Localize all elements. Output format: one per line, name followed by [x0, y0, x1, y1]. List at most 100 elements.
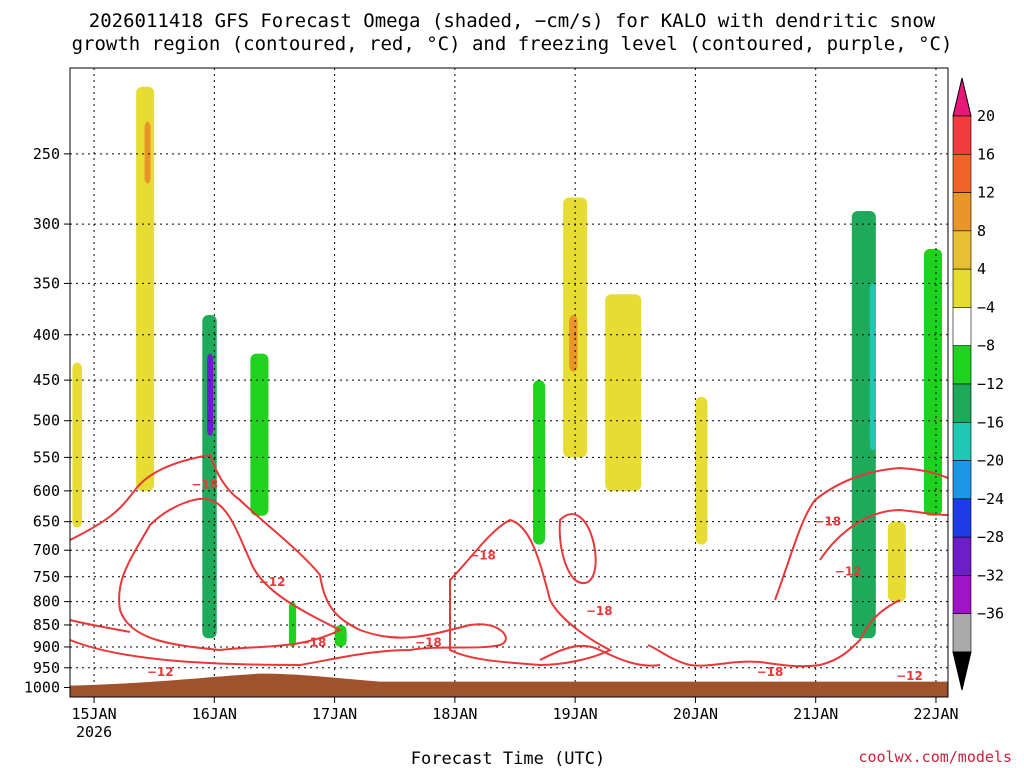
xtick-label-17JAN: 17JAN [312, 705, 357, 723]
colorbar-box-11 [952, 536, 972, 576]
colorbar-label-4: 4 [977, 260, 986, 278]
colorbar-box-6 [952, 345, 972, 385]
colorbar-box-10 [952, 498, 972, 538]
ytick-label-650: 650 [33, 513, 60, 531]
dgz-contour-5 [819, 508, 949, 561]
dgz-contour-1 [118, 497, 343, 652]
contour-layer: −18 −12 −18 −18 −12 −18 −18 −18 −18 −12 −12 [69, 453, 949, 683]
contour-label-0: −18 [191, 477, 218, 491]
ytick-label-700: 700 [33, 541, 60, 559]
colorbar-box-3 [952, 230, 972, 270]
omega-shading-layer [72, 86, 942, 647]
ytick-label-1000: 1000 [24, 678, 60, 696]
xtick-label-20JAN: 20JAN [673, 705, 718, 723]
contour-label-8: −18 [814, 515, 841, 529]
ytick-label-850: 850 [33, 616, 60, 634]
colorbar-box-5 [952, 307, 972, 347]
ytick-label-500: 500 [33, 412, 60, 430]
colorbar-label-2: 12 [977, 184, 995, 202]
colorbar-label-13: −36 [977, 605, 1004, 623]
plot-background [70, 68, 948, 697]
xtick-label-18JAN: 18JAN [432, 705, 477, 723]
chart-title-line-2: growth region (contoured, red, °C) and f… [71, 33, 953, 55]
omega-region-16 [923, 248, 942, 516]
colorbar-box-7 [952, 383, 972, 423]
dgz-contour-7 [69, 619, 131, 633]
dgz-contour-6 [647, 599, 901, 668]
colorbar-box-9 [952, 460, 972, 500]
colorbar-bottom-triangle [952, 651, 972, 691]
ytick-label-550: 550 [33, 448, 60, 466]
colorbar-box-4 [952, 268, 972, 308]
colorbar-box-0 [952, 115, 972, 155]
xtick-label-22JAN: 22JAN [913, 705, 958, 723]
dgz-contour-0 [69, 453, 507, 667]
omega-region-6 [288, 601, 297, 647]
colorbar-label-3: 8 [977, 222, 986, 240]
ytick-label-600: 600 [33, 482, 60, 500]
contour-label-7: −18 [757, 665, 784, 679]
colorbar-label-0: 20 [977, 107, 995, 125]
contour-label-5: −18 [469, 549, 496, 563]
xtick-label-19JAN: 19JAN [553, 705, 598, 723]
contour-label-10: −12 [896, 669, 923, 683]
ytick-label-900: 900 [33, 638, 60, 656]
ytick-label-300: 300 [33, 215, 60, 233]
omega-region-4 [207, 353, 214, 436]
colorbar: 20 16 12 8 4 −4 −8 −12 −16 −20 −24 −28 −32 −36 [952, 77, 1004, 691]
contour-label-3: −18 [415, 636, 442, 650]
dgz-contour-8 [539, 644, 661, 667]
colorbar-box-13 [952, 613, 972, 653]
xtick-label-21JAN: 21JAN [793, 705, 838, 723]
omega-region-14 [869, 283, 876, 451]
dgz-contour-3 [558, 513, 597, 585]
colorbar-label-12: −32 [977, 566, 1004, 584]
credit-link[interactable]: coolwx.com/models [858, 748, 1012, 766]
ytick-label-750: 750 [33, 568, 60, 586]
plot-area [70, 68, 948, 697]
colorbar-label-7: −12 [977, 375, 1004, 393]
ytick-label-450: 450 [33, 371, 60, 389]
contour-label-4: −12 [147, 665, 174, 679]
ytick-label-950: 950 [33, 659, 60, 677]
plot-border [69, 67, 949, 698]
colorbar-label-1: 16 [977, 145, 995, 163]
colorbar-box-1 [952, 153, 972, 193]
omega-region-5 [250, 353, 269, 516]
colorbar-box-12 [952, 575, 972, 615]
xtick-sublabel-15JAN: 2026 [76, 723, 112, 741]
ytick-label-400: 400 [33, 326, 60, 344]
contour-label-1: −12 [259, 575, 286, 589]
colorbar-label-10: −24 [977, 490, 1004, 508]
omega-region-11 [605, 294, 642, 491]
colorbar-box-8 [952, 421, 972, 461]
ground-layer [70, 673, 948, 697]
x-axis-label: Forecast Time (UTC) [411, 749, 605, 768]
colorbar-label-6: −8 [977, 337, 995, 355]
colorbar-label-5: −4 [977, 298, 995, 316]
colorbar-label-8: −16 [977, 413, 1004, 431]
omega-region-12 [695, 396, 708, 545]
axis-layer: 250 300 350 400 450 500 550 600 650 700 750 800 850 9… [24, 67, 959, 741]
omega-region-8 [533, 380, 546, 545]
ytick-label-250: 250 [33, 145, 60, 163]
omega-region-0 [136, 86, 155, 491]
omega-region-1 [144, 121, 151, 184]
colorbar-label-11: −28 [977, 528, 1004, 546]
dgz-contour-2 [449, 518, 613, 667]
below-ground-band [70, 673, 948, 697]
colorbar-top-triangle [952, 77, 972, 117]
ytick-label-350: 350 [33, 274, 60, 292]
colorbar-box-2 [952, 192, 972, 232]
contour-label-6: −18 [586, 604, 613, 618]
colorbar-label-9: −20 [977, 452, 1004, 470]
ytick-label-800: 800 [33, 593, 60, 611]
xtick-label-15JAN: 15JAN [71, 705, 116, 723]
dgz-contour-4 [774, 466, 949, 601]
chart-title-line-1: 2026011418 GFS Forecast Omega (shaded, −… [88, 10, 936, 32]
contour-label-2: −18 [300, 636, 327, 650]
omega-region-10 [569, 315, 578, 372]
xtick-label-16JAN: 16JAN [192, 705, 237, 723]
omega-region-2 [72, 362, 83, 528]
